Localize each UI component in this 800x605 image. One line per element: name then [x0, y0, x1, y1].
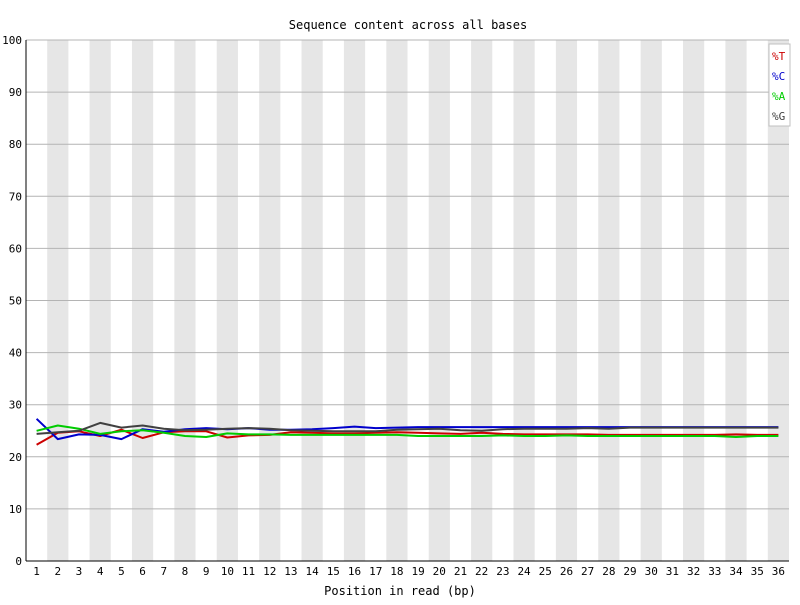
legend-entry-g: %G: [772, 110, 785, 123]
x-tick-label: 8: [182, 565, 189, 578]
legend-entry-c: %C: [772, 70, 785, 83]
series-lines: [35, 418, 779, 446]
x-tick-label: 35: [751, 565, 764, 578]
y-tick-label: 60: [9, 242, 22, 255]
chart-title: Sequence content across all bases: [289, 18, 527, 32]
x-tick-label: 9: [203, 565, 210, 578]
y-tick-label: 50: [9, 295, 22, 308]
x-tick-label: 24: [517, 565, 531, 578]
x-tick-label: 14: [306, 565, 320, 578]
y-tick-label: 30: [9, 399, 22, 412]
legend-entry-t: %T: [772, 50, 786, 63]
x-tick-label: 12: [263, 565, 276, 578]
legend-box: [768, 43, 791, 127]
y-tick-label: 10: [9, 503, 22, 516]
x-tick-label: 30: [645, 565, 658, 578]
y-tick-label: 0: [15, 555, 22, 568]
x-tick-label: 1: [33, 565, 40, 578]
x-tick-label: 18: [390, 565, 403, 578]
x-tick-label: 29: [623, 565, 636, 578]
x-tick-label: 19: [411, 565, 424, 578]
x-tick-label: 34: [729, 565, 743, 578]
x-tick-label: 28: [602, 565, 615, 578]
x-tick-label: 7: [160, 565, 167, 578]
x-tick-label: 11: [242, 565, 255, 578]
x-tick-label: 33: [708, 565, 721, 578]
y-tick-label: 100: [2, 34, 22, 47]
x-tick-label: 4: [97, 565, 104, 578]
y-tick-label: 40: [9, 347, 22, 360]
x-tick-label: 15: [327, 565, 340, 578]
x-tick-label: 5: [118, 565, 125, 578]
legend-entry-a: %A: [772, 90, 786, 103]
x-tick-label: 22: [475, 565, 488, 578]
y-tick-labels: 0 10 20 30 40 50 60 70 80 90 100: [2, 34, 22, 568]
x-tick-label: 3: [76, 565, 83, 578]
x-tick-label: 10: [221, 565, 234, 578]
x-tick-label: 17: [369, 565, 382, 578]
legend: %T %C %A %G: [768, 43, 791, 127]
x-tick-label: 27: [581, 565, 594, 578]
x-tick-label: 20: [433, 565, 446, 578]
x-tick-label: 16: [348, 565, 361, 578]
series-line-a: [36, 424, 779, 438]
x-tick-label: 13: [284, 565, 297, 578]
axes: [25, 40, 789, 562]
series-line-g: [36, 421, 779, 435]
x-tick-label: 23: [496, 565, 509, 578]
x-tick-labels: 1 2 3 4 5 6 7 8 9 10 11 12 13 14 15 16 17 18 19 20 21 22 23 24 2…: [33, 565, 785, 578]
x-tick-label: 31: [666, 565, 679, 578]
x-tick-label: 21: [454, 565, 467, 578]
y-tick-label: 70: [9, 190, 22, 203]
x-tick-label: 26: [560, 565, 573, 578]
y-tick-label: 20: [9, 451, 22, 464]
x-tick-label: 32: [687, 565, 700, 578]
y-tick-label: 80: [9, 138, 22, 151]
x-tick-label: 25: [539, 565, 552, 578]
x-tick-label: 36: [772, 565, 785, 578]
y-tick-label: 90: [9, 86, 22, 99]
x-tick-label: 6: [139, 565, 146, 578]
x-axis-label: Position in read (bp): [324, 584, 476, 598]
x-tick-label: 2: [54, 565, 61, 578]
